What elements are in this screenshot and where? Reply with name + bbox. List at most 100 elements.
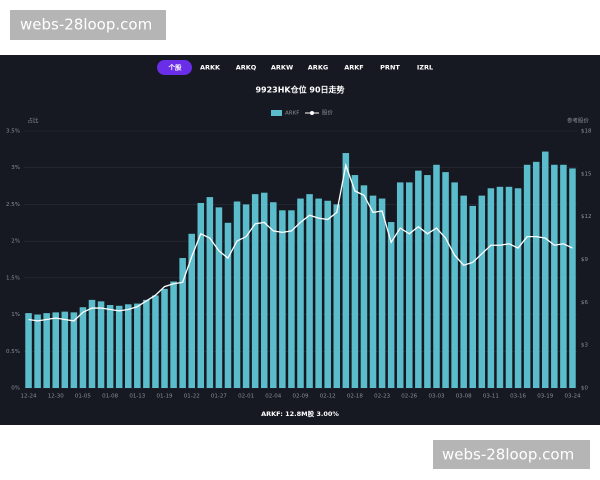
x-tick-label: 03-24 [564,394,580,400]
y-tick-label: 1% [11,312,20,318]
y-tick-label: 0% [11,386,20,392]
tab[interactable]: ARKK [200,64,221,72]
x-tick-label: 03-19 [537,394,553,400]
bar [306,194,313,388]
x-tick-label: 01-27 [211,394,227,400]
bar [496,186,504,388]
bar [179,258,186,388]
watermark: webs-28loop.com [20,16,152,34]
bar [52,312,59,388]
x-tick-label: 01-05 [75,394,91,400]
tab[interactable]: IZRL [417,64,433,72]
y-axis-label: 占比 [27,117,39,125]
bar [378,198,386,388]
tab[interactable]: ARKW [271,64,293,72]
bar [424,175,431,388]
bar [134,303,141,388]
tab[interactable]: ARKQ [236,64,257,72]
chart-title: 9923HK仓位 90日走势 [255,85,344,95]
tab[interactable]: ARKF [344,64,364,72]
bar [406,182,413,388]
bar [532,161,540,388]
bar [43,313,50,388]
y-tick-label: 3.5% [6,129,20,135]
watermark-box [10,10,166,40]
bar [124,304,132,388]
bar [514,188,522,388]
x-tick-label: 03-16 [510,394,526,400]
bar [61,311,69,388]
bar [251,194,259,388]
y2-tick-label: $18 [581,129,592,135]
bar [106,305,114,388]
x-tick-label: 12-24 [21,394,37,400]
x-tick-label: 02-04 [265,394,281,400]
bar [270,202,277,388]
legend-label: ARKF [285,111,299,117]
bar [551,164,558,388]
bar [542,151,549,388]
bar [97,301,105,388]
bar [569,168,576,388]
bar [170,281,177,388]
bar [206,197,214,388]
bar [233,201,241,388]
bar [451,182,458,388]
tab[interactable]: PRNT [380,64,400,72]
x-tick-label: 03-08 [456,394,472,400]
legend-label: 股价 [322,110,334,117]
y-tick-label: 2% [11,239,20,245]
y-tick-label: 0.5% [6,349,20,355]
bar [523,164,531,388]
bar [242,204,250,388]
bar [478,195,486,388]
x-tick-label: 01-22 [184,394,200,400]
bar [224,222,232,388]
y2-tick-label: $15 [581,171,592,177]
y-tick-label: 2.5% [6,202,20,208]
tab[interactable]: ARKG [308,64,328,72]
x-tick-label: 02-23 [374,394,390,400]
x-tick-label: 02-09 [293,394,309,400]
bar [315,198,322,388]
y2-tick-label: $0 [581,386,588,392]
tab[interactable]: 个股 [168,63,183,72]
legend-dot [310,111,314,115]
bar [70,312,78,388]
watermark: webs-28loop.com [442,446,574,464]
bar [197,202,205,388]
x-tick-label: 03-11 [483,394,499,400]
bar [469,205,477,388]
footer: ARKF: 12.8M股 3.00% [261,409,339,418]
y2-tick-label: $12 [581,214,592,220]
bar [288,210,295,388]
x-tick-label: 03-03 [428,394,444,400]
x-tick-label: 02-12 [320,394,336,400]
y2-tick-label: $3 [581,343,588,349]
bar [442,172,449,388]
bar [279,210,286,388]
bar [396,182,404,388]
bar [342,153,350,388]
legend-swatch [271,110,282,116]
x-tick-label: 01-08 [102,394,118,400]
bar [560,164,567,388]
bar [369,195,377,388]
bar [505,186,513,388]
bar [387,222,395,388]
tab-active[interactable] [157,60,192,75]
bar [487,188,495,388]
bar [333,204,341,388]
x-tick-label: 01-19 [157,394,173,400]
x-tick-label: 12-30 [48,394,64,400]
bar [460,195,467,388]
bar [188,233,195,388]
price-line [28,162,573,322]
bar [88,299,96,388]
bar [161,288,168,388]
x-tick-label: 02-26 [401,394,417,400]
bar [79,307,87,388]
bar [433,164,440,388]
bar [351,175,359,388]
